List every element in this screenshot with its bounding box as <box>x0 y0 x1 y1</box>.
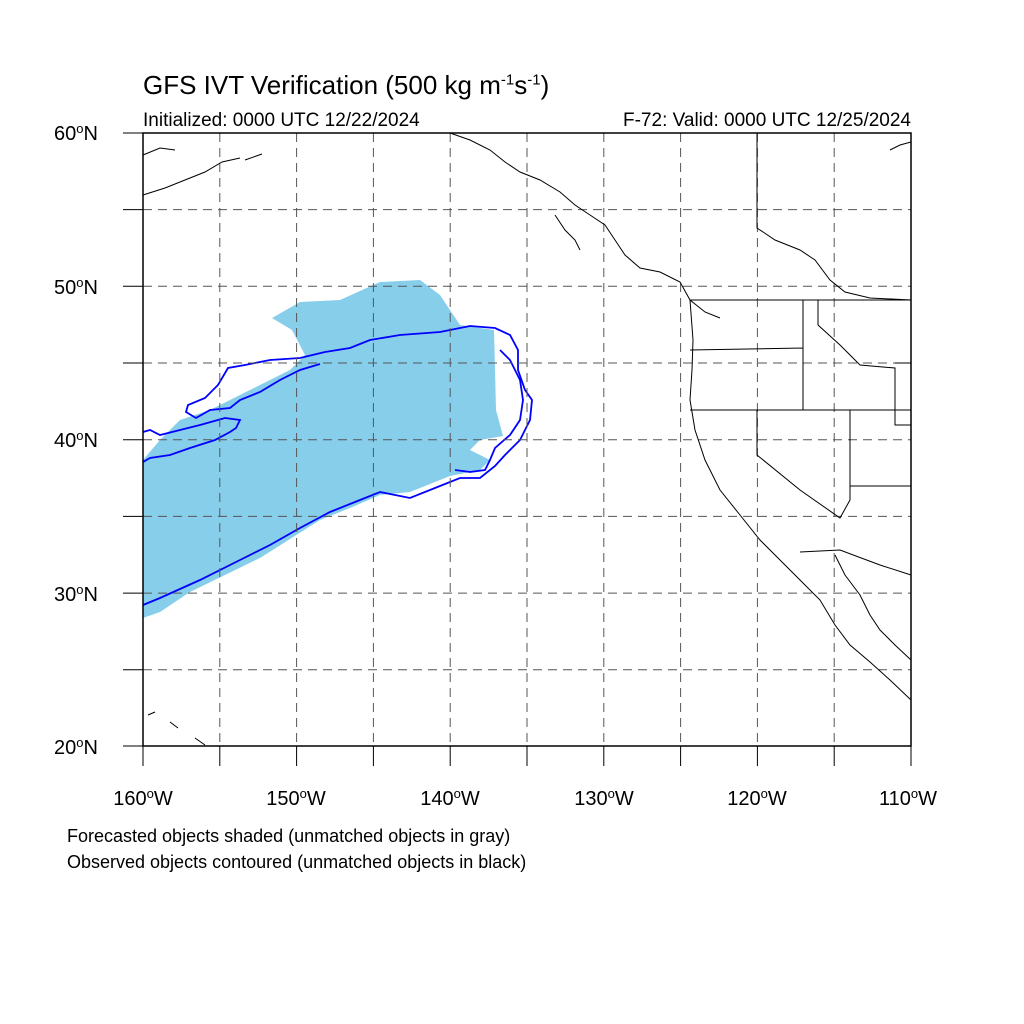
coastlines <box>142 132 912 746</box>
initialized-time: Initialized: 0000 UTC 12/22/2024 <box>143 110 420 131</box>
lon-label-150: 150oW <box>266 786 326 810</box>
lat-label-40: 40oN <box>54 428 98 452</box>
lon-label-130: 130oW <box>574 786 634 810</box>
forecast-object <box>143 280 503 618</box>
lat-label-30: 30oN <box>54 582 98 606</box>
lon-label-110: 110oW <box>878 786 938 810</box>
observed-contour-inner <box>454 349 524 473</box>
lon-label-140: 140oW <box>420 786 480 810</box>
lat-lon-grid <box>143 133 911 746</box>
map-title: GFS IVT Verification (500 kg m-1s-1) <box>143 70 550 100</box>
valid-time: F-72: Valid: 0000 UTC 12/25/2024 <box>623 110 911 131</box>
lon-label-120: 120oW <box>727 786 787 810</box>
lat-label-20: 20oN <box>54 735 98 759</box>
tick-marks <box>123 132 912 766</box>
lon-label-160: 160oW <box>113 786 173 810</box>
observed-contour <box>142 325 533 606</box>
forecast-note: Forecasted objects shaded (unmatched obj… <box>67 826 511 846</box>
lat-label-60: 60oN <box>54 121 98 145</box>
observed-note: Observed objects contoured (unmatched ob… <box>67 852 527 872</box>
lat-label-50: 50oN <box>54 275 98 299</box>
